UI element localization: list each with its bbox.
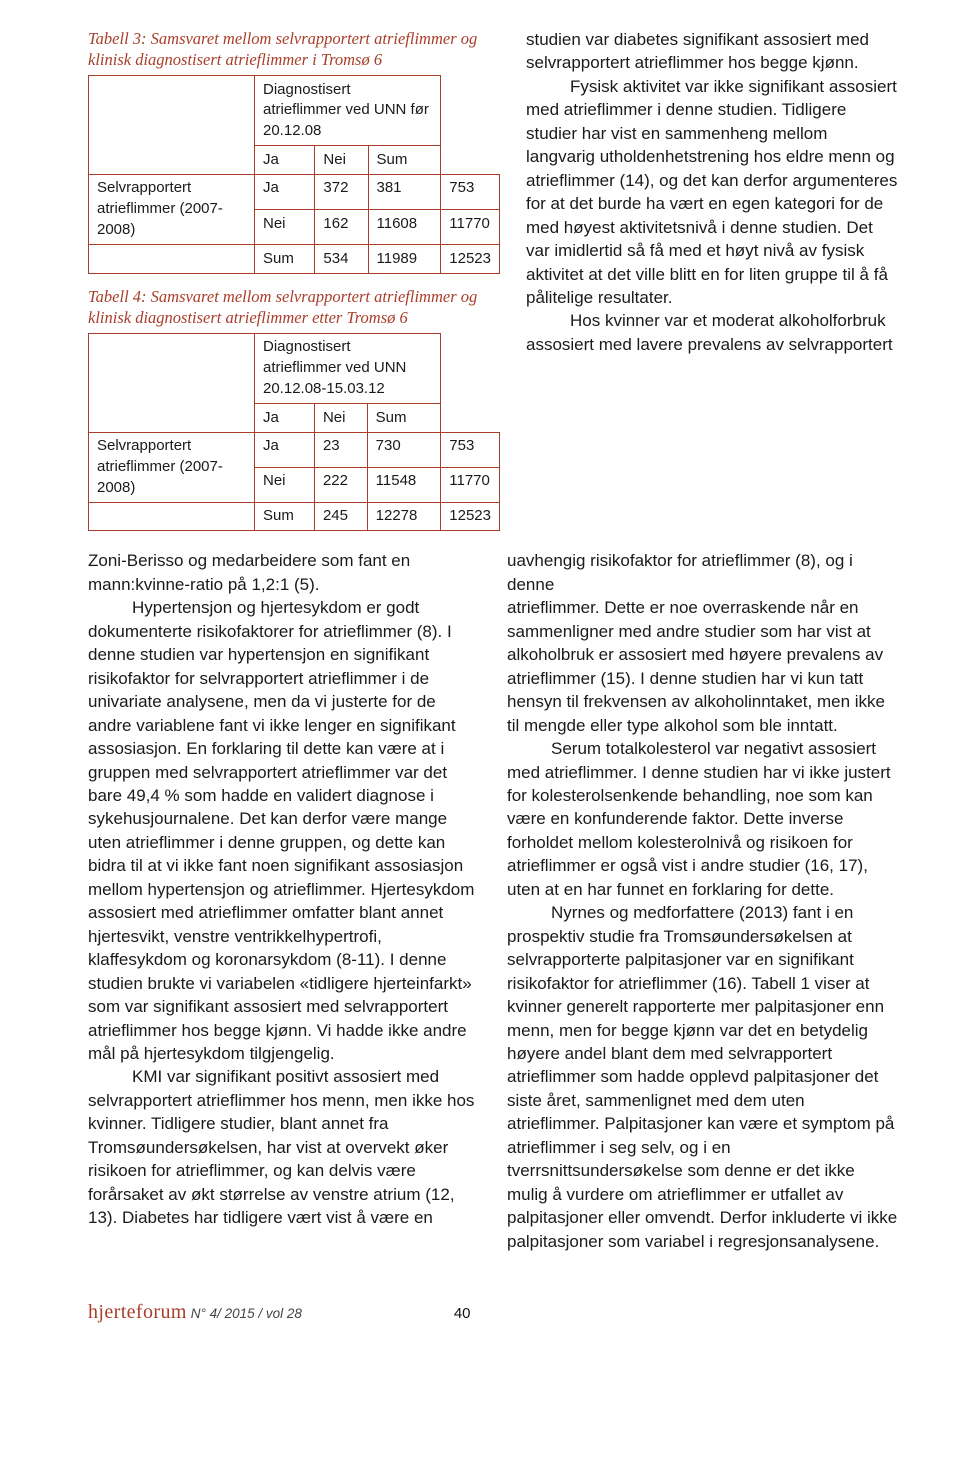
table4-col-ja: Ja [255,404,315,433]
table3-col-nei: Nei [315,146,368,175]
table3-col-ja: Ja [255,146,315,175]
table4-diag-header: Diagnostisert atrieflimmer ved UNN 20.12… [255,333,441,403]
table3-r0-label: Ja [255,174,315,209]
table3-r1-v0: 162 [315,210,368,245]
body-p6: Nyrnes og medforfattere (2013) fant i en… [507,901,900,1253]
table3-r1-v1: 11608 [368,210,441,245]
table4-caption: Tabell 4: Samsvaret mellom selvrapporter… [88,286,502,328]
table3-r1-label: Nei [255,210,315,245]
body-p2: Hypertensjon og hjertesykdom er godt dok… [88,596,481,1065]
table3-r0-v1: 381 [368,174,441,209]
table3-caption: Tabell 3: Samsvaret mellom selvrapporter… [88,28,502,70]
table3-r2-v2: 12523 [441,245,500,274]
table3-r2-label: Sum [255,245,315,274]
table4-r1-v0: 222 [314,467,367,502]
footer-brand: hjerteforum [88,1301,187,1323]
table3-col-sum: Sum [368,146,441,175]
table4-col-nei: Nei [314,404,367,433]
table4: Diagnostisert atrieflimmer ved UNN 20.12… [88,333,500,532]
footer-issue: N° 4/ 2015 / vol 28 [191,1306,302,1321]
table3-stub: Selvrapportert atrieflimmer (2007-2008) [89,174,255,244]
table4-col-sum: Sum [367,404,441,433]
table4-r2-v1: 12278 [367,502,441,531]
table4-r0-v1: 730 [367,432,441,467]
table4-r1-v1: 11548 [367,467,441,502]
table4-r2-label: Sum [255,502,315,531]
table4-stub: Selvrapportert atrieflimmer (2007-2008) [89,432,255,502]
right-intro-p1: studien var diabetes signifikant assosie… [526,28,900,75]
body-p4: atrieflimmer. Dette er noe overraskende … [507,596,900,737]
footer-page-number: 40 [454,1304,471,1325]
table4-r0-v0: 23 [314,432,367,467]
table4-r1-label: Nei [255,467,315,502]
table4-r0-label: Ja [255,432,315,467]
table4-r1-v2: 11770 [441,467,500,502]
table3-r2-v0: 534 [315,245,368,274]
table3-r0-v2: 753 [441,174,500,209]
table3-r0-v0: 372 [315,174,368,209]
right-intro-p3: Hos kvinner var et moderat alkoholforbru… [526,309,900,356]
table4-r2-v0: 245 [314,502,367,531]
page-footer: hjerteforum N° 4/ 2015 / vol 28 40 [88,1299,900,1327]
table3: Diagnostisert atrieflimmer ved UNN før 2… [88,75,500,274]
right-intro-p2: Fysisk aktivitet var ikke signifikant as… [526,75,900,310]
table4-r0-v2: 753 [441,432,500,467]
table3-diag-header: Diagnostisert atrieflimmer ved UNN før 2… [255,76,441,146]
body-columns: Zoni-Berisso og medarbeidere som fant en… [88,549,900,1253]
table3-r2-v1: 11989 [368,245,441,274]
body-p5: Serum totalkolesterol var negativt assos… [507,737,900,901]
table4-r2-v2: 12523 [441,502,500,531]
body-p1: Zoni-Berisso og medarbeidere som fant en… [88,549,481,596]
table3-r1-v2: 11770 [441,210,500,245]
